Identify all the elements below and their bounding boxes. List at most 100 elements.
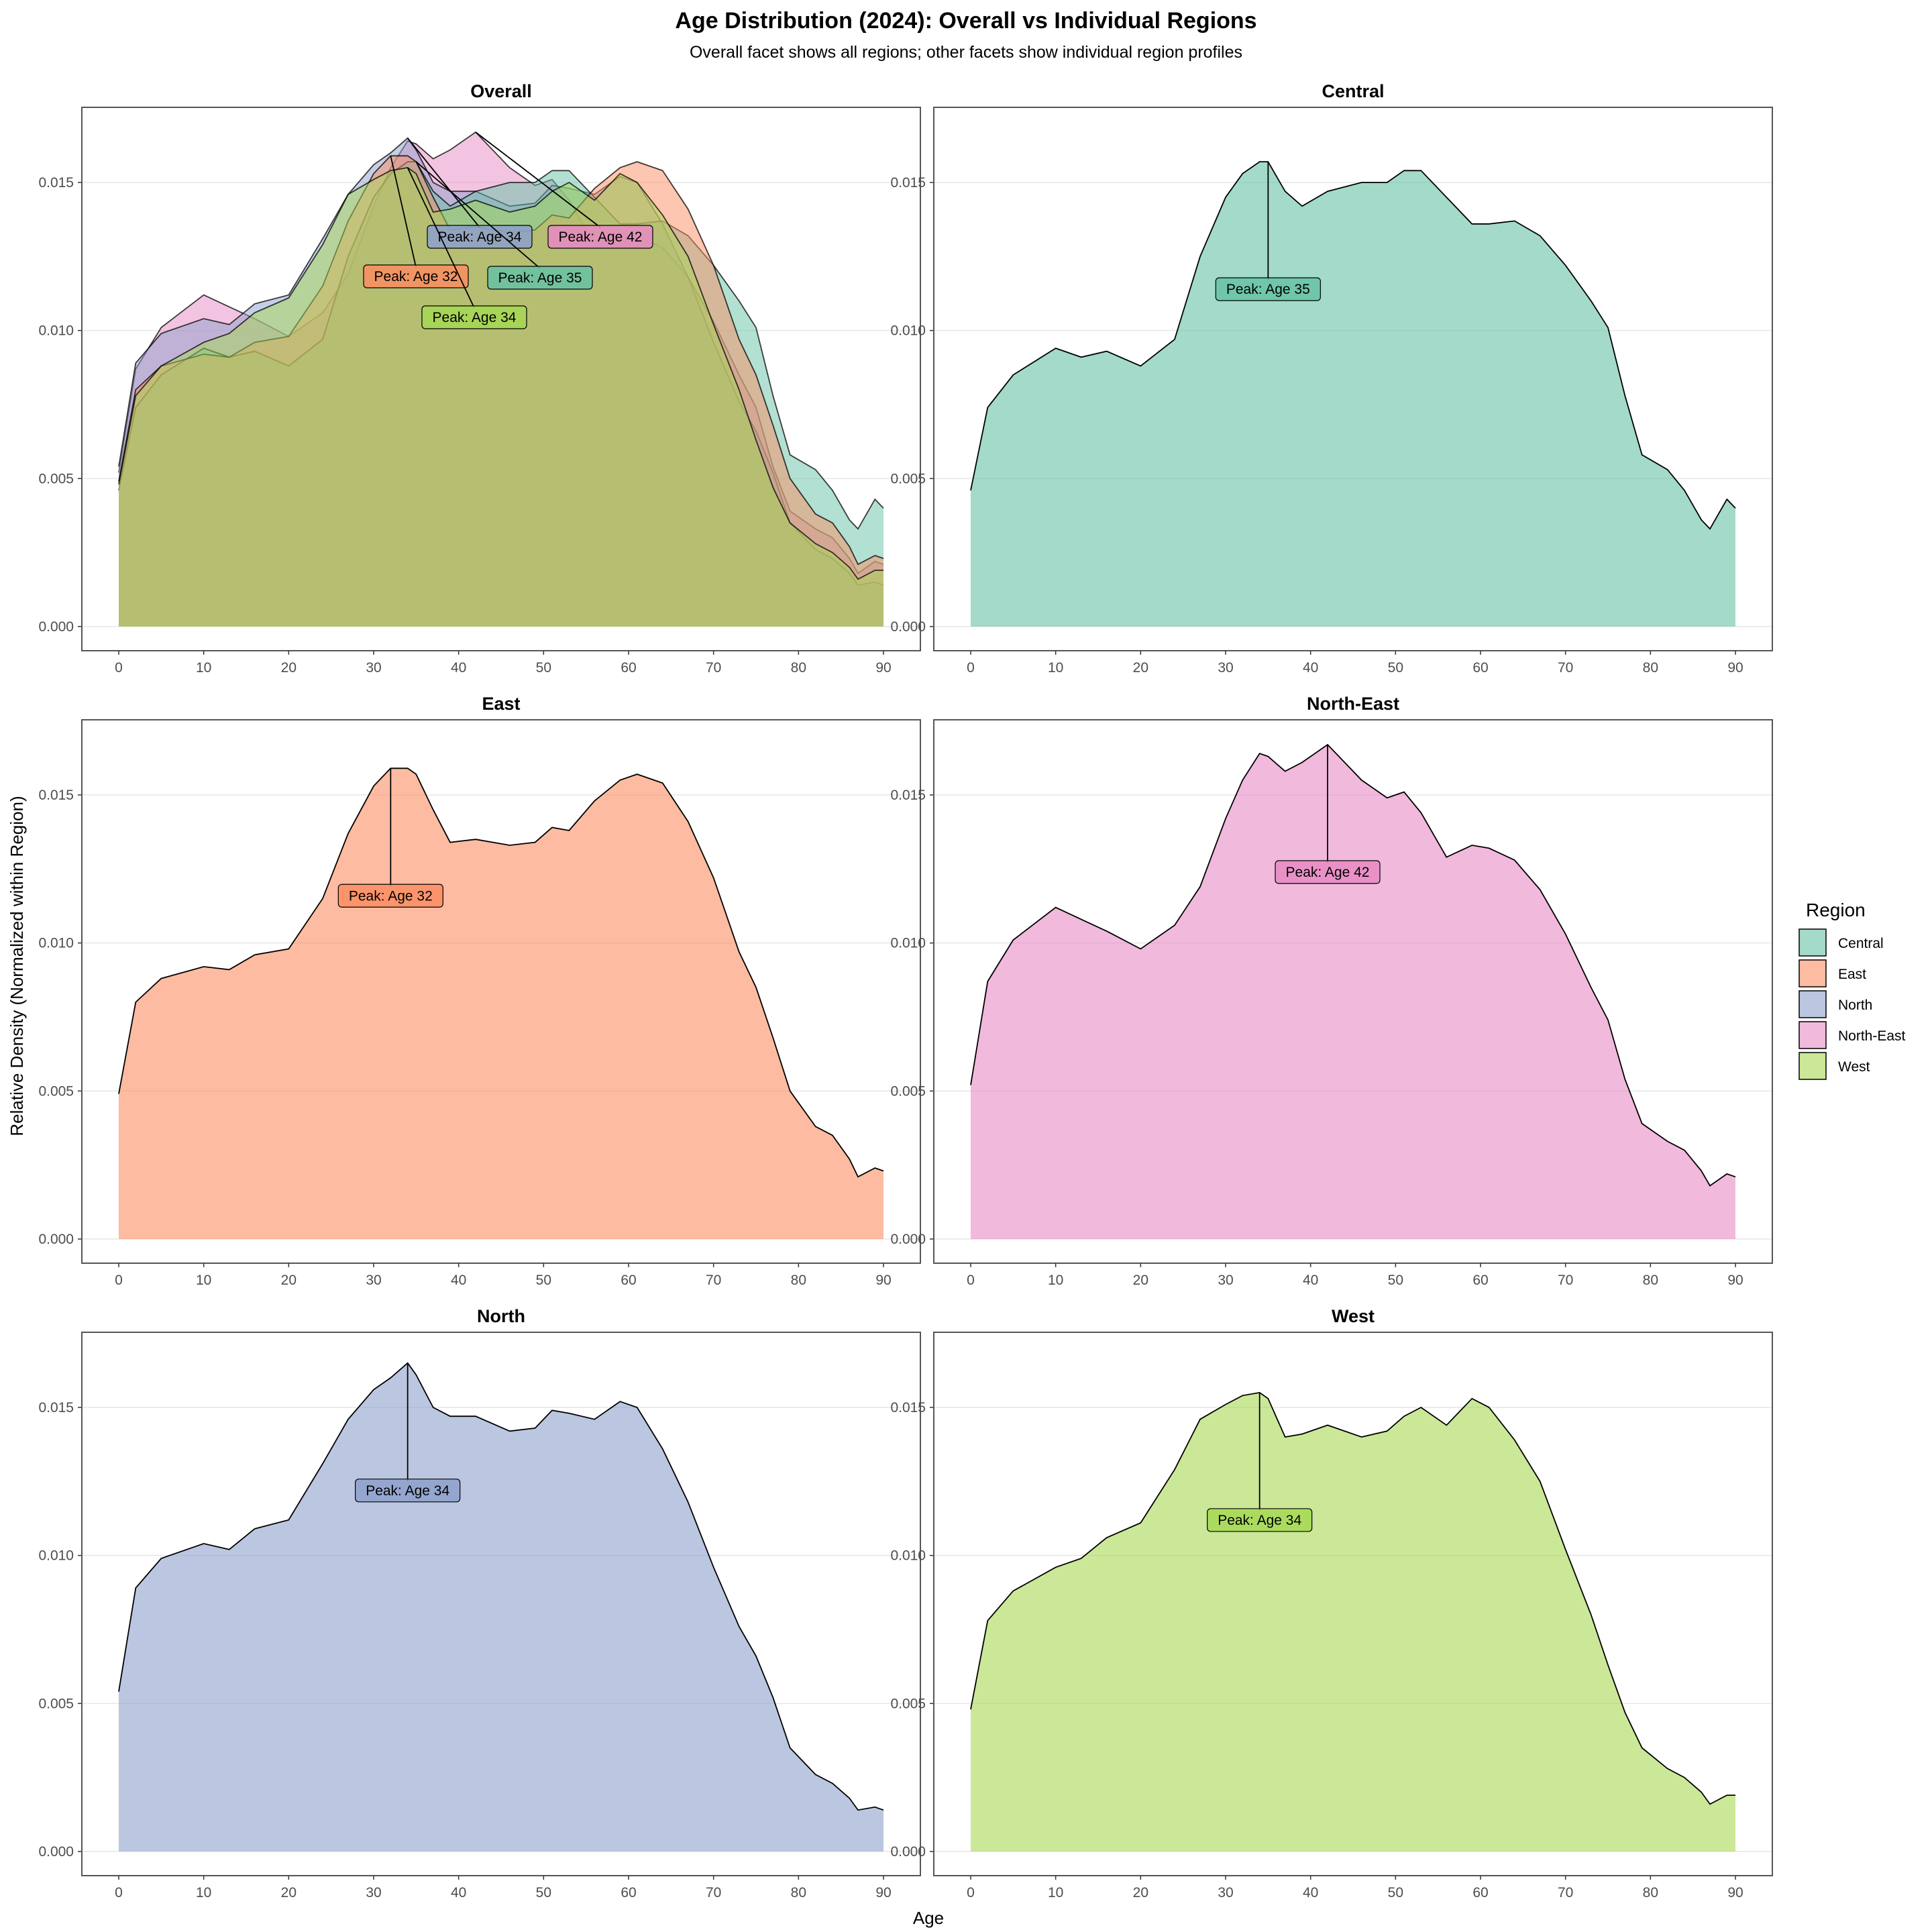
y-tick-label: 0.005 <box>38 471 74 486</box>
x-tick-label: 40 <box>1303 660 1318 676</box>
y-tick-label: 0.000 <box>890 1844 926 1860</box>
x-tick-label: 70 <box>706 1273 721 1288</box>
panel-border <box>81 107 921 651</box>
peak-label: Peak: Age 34 <box>438 229 522 245</box>
x-tick-label: 10 <box>1048 660 1063 676</box>
x-tick-label: 30 <box>366 1273 381 1288</box>
x-tick-label: 0 <box>967 1885 975 1900</box>
x-tick-label: 30 <box>1218 1885 1233 1900</box>
x-tick-label: 60 <box>1472 1885 1488 1900</box>
y-tick-label: 0.015 <box>890 788 926 803</box>
x-tick-label: 30 <box>366 660 381 676</box>
chart-subtitle: Overall facet shows all regions; other f… <box>690 43 1242 62</box>
x-tick-label: 60 <box>621 1273 636 1288</box>
facet-grid: Overall 0.000 0.005 0.010 0.015 Peak: Age 42 P… <box>38 81 1773 1900</box>
peak-label-box <box>421 305 527 329</box>
peak-label: Peak: Age 42 <box>559 229 643 245</box>
x-tick-label: 10 <box>196 1885 211 1900</box>
x-tick-label: 0 <box>967 660 975 676</box>
facet-central: Central 0.000 0.005 0.010 0.015 Peak: Age 35 0… <box>890 81 1773 676</box>
legend-label: East <box>1838 967 1866 982</box>
peak-label-box <box>1275 860 1381 884</box>
legend-swatch-east <box>1799 959 1827 987</box>
density-line-north <box>118 1362 884 1811</box>
legend-swatch-central <box>1799 928 1827 957</box>
x-tick-label: 90 <box>1727 1273 1743 1288</box>
x-tick-label: 40 <box>1303 1885 1318 1900</box>
x-tick-label: 10 <box>196 1273 211 1288</box>
x-tick-label: 70 <box>1558 1273 1573 1288</box>
x-tick-label: 50 <box>536 1885 551 1900</box>
x-tick-label: 80 <box>791 1273 806 1288</box>
density-area-west <box>971 1392 1735 1851</box>
x-tick-label: 60 <box>621 1885 636 1900</box>
x-tick-label: 20 <box>1133 1885 1148 1900</box>
x-tick-label: 0 <box>115 660 123 676</box>
x-tick-label: 0 <box>967 1273 975 1288</box>
x-tick-label: 60 <box>621 660 636 676</box>
x-tick-label: 90 <box>875 660 891 676</box>
peak-leader-line <box>407 138 480 228</box>
peak-label-box <box>427 225 533 249</box>
x-tick-label: 80 <box>1643 1885 1658 1900</box>
legend-swatch-west <box>1799 1052 1827 1080</box>
x-tick-label: 40 <box>1303 1273 1318 1288</box>
x-tick-label: 10 <box>196 660 211 676</box>
density-area-central <box>971 162 1735 627</box>
peak-label-box <box>337 883 443 908</box>
peak-label-box <box>1207 1508 1313 1532</box>
legend-title: Region <box>1806 900 1866 920</box>
x-tick-label: 60 <box>1472 660 1488 676</box>
y-tick-label: 0.000 <box>38 1844 74 1860</box>
x-tick-label: 70 <box>1558 660 1573 676</box>
density-area-east <box>119 768 883 1239</box>
y-tick-label: 0.015 <box>890 1400 926 1415</box>
density-line-central <box>970 161 1736 530</box>
y-tick-label: 0.000 <box>890 1232 926 1247</box>
y-tick-label: 0.005 <box>890 1696 926 1711</box>
x-tick-label: 50 <box>536 660 551 676</box>
x-tick-label: 20 <box>1133 660 1148 676</box>
peak-label: Peak: Age 35 <box>498 270 582 286</box>
chart-title: Age Distribution (2024): Overall vs Indi… <box>675 8 1256 34</box>
legend-swatch-north <box>1799 990 1827 1018</box>
x-axis-title: Age <box>913 1908 944 1928</box>
x-tick-label: 40 <box>451 1273 466 1288</box>
panel-border <box>933 107 1773 651</box>
peak-leader-line <box>415 161 541 269</box>
legend: Region Central East North North-East West <box>1799 900 1906 1080</box>
y-tick-label: 0.005 <box>38 1083 74 1099</box>
x-tick-label: 90 <box>875 1273 891 1288</box>
x-tick-label: 10 <box>1048 1885 1063 1900</box>
y-tick-label: 0.010 <box>890 323 926 339</box>
x-tick-label: 70 <box>1558 1885 1573 1900</box>
y-tick-label: 0.010 <box>38 936 74 951</box>
y-tick-label: 0.000 <box>38 619 74 635</box>
x-tick-label: 90 <box>875 1885 891 1900</box>
peak-label-box <box>355 1479 461 1503</box>
x-tick-label: 20 <box>281 1273 297 1288</box>
facet-west: West 0.000 0.005 0.010 0.015 Peak: Age 34 0 10 2… <box>890 1306 1773 1900</box>
y-tick-label: 0.005 <box>890 471 926 486</box>
density-area-north-east <box>971 745 1735 1239</box>
y-tick-label: 0.015 <box>38 175 74 191</box>
facet-title: West <box>1332 1306 1375 1326</box>
y-tick-label: 0.005 <box>890 1083 926 1099</box>
facet-east: East 0.000 0.005 0.010 0.015 Peak: Age 32 0 10 2… <box>38 694 921 1288</box>
x-tick-label: 80 <box>791 1885 806 1900</box>
density-line-north-east <box>970 743 1736 1187</box>
peak-label: Peak: Age 35 <box>1226 282 1310 297</box>
y-tick-label: 0.015 <box>38 1400 74 1415</box>
facet-overall: Overall 0.000 0.005 0.010 0.015 Peak: Age 42 P… <box>38 81 921 676</box>
y-tick-label: 0.000 <box>38 1232 74 1247</box>
facet-title: Overall <box>470 81 532 101</box>
x-tick-label: 90 <box>1727 1885 1743 1900</box>
density-area-west <box>119 167 883 627</box>
x-tick-label: 70 <box>706 660 721 676</box>
panel-border <box>933 1332 1773 1876</box>
panel-border <box>81 719 921 1264</box>
peak-label: Peak: Age 42 <box>1286 865 1370 880</box>
peak-label-box <box>363 264 469 288</box>
y-tick-label: 0.015 <box>890 175 926 191</box>
